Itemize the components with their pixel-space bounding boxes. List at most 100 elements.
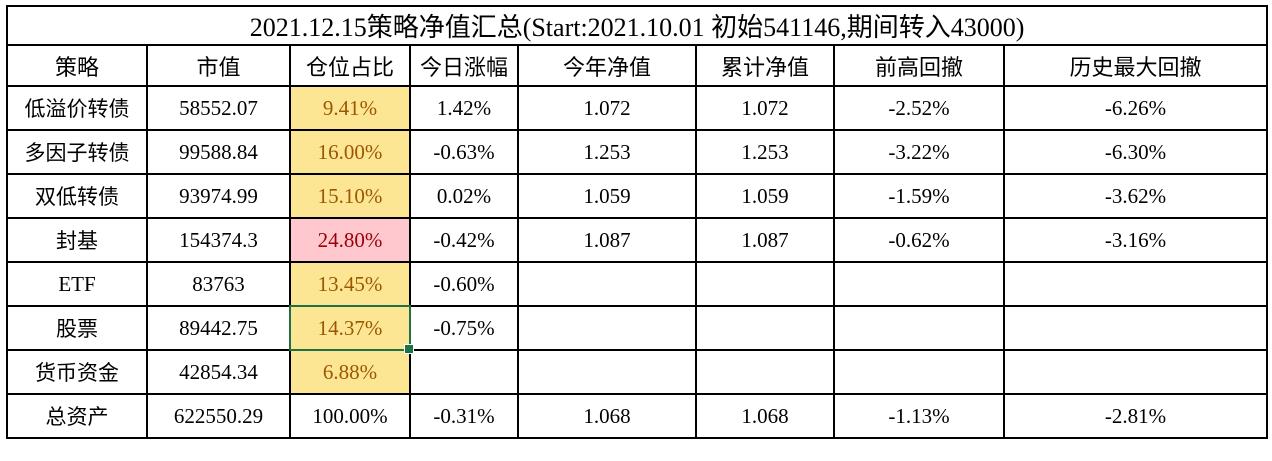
cell-cum-nav[interactable] [695, 349, 835, 395]
cell-drawdown-from-high[interactable]: -1.13% [833, 393, 1005, 439]
cell-max-drawdown[interactable]: -3.62% [1002, 173, 1269, 219]
cell-ytd-nav[interactable] [517, 261, 697, 307]
cell-today-change[interactable]: -0.75% [409, 305, 519, 351]
cell-text: 低溢价转债 [24, 97, 130, 121]
cell-market-value[interactable]: 89442.75 [146, 305, 291, 351]
cell-text: 93974.99 [179, 183, 258, 208]
cell-today-change[interactable]: 1.42% [409, 85, 519, 131]
cell-position-pct[interactable]: 6.88% [289, 349, 411, 395]
cell-text: 9.41% [322, 95, 378, 120]
cell-max-drawdown[interactable]: -2.81% [1002, 393, 1269, 439]
cell-market-value[interactable]: 622550.29 [146, 393, 291, 439]
cell-today-change[interactable]: -0.60% [409, 261, 519, 307]
cell-ytd-nav[interactable]: 1.068 [517, 393, 697, 439]
cell-today-change[interactable]: -0.63% [409, 129, 519, 175]
fill-handle[interactable] [404, 344, 414, 354]
cell-today-change[interactable]: -0.31% [409, 393, 519, 439]
header-label: 仓位占比 [305, 54, 394, 80]
header-today-change[interactable]: 今日涨幅 [409, 44, 519, 87]
cell-market-value[interactable]: 93974.99 [146, 173, 291, 219]
header-position-pct[interactable]: 仓位占比 [289, 44, 411, 87]
table-row-multifactor-cb: 多因子转债 99588.84 16.00% -0.63% 1.253 1.253… [6, 129, 1269, 175]
cell-text: 58552.07 [179, 95, 258, 120]
cell-ytd-nav[interactable]: 1.072 [517, 85, 697, 131]
cell-cum-nav[interactable]: 1.087 [695, 217, 835, 263]
cell-cum-nav[interactable]: 1.068 [695, 393, 835, 439]
cell-max-drawdown[interactable]: -3.16% [1002, 217, 1269, 263]
cell-cum-nav[interactable] [695, 305, 835, 351]
cell-market-value[interactable]: 83763 [146, 261, 291, 307]
cell-market-value[interactable]: 42854.34 [146, 349, 291, 395]
cell-text: -0.75% [433, 315, 495, 340]
cell-today-change[interactable] [409, 349, 519, 395]
cell-ytd-nav[interactable] [517, 349, 697, 395]
cell-text: 0.02% [436, 183, 492, 208]
cell-text: 1.059 [741, 183, 789, 208]
header-max-drawdown[interactable]: 历史最大回撤 [1002, 44, 1269, 87]
cell-text: 1.072 [741, 95, 789, 120]
cell-text: 1.068 [583, 403, 631, 428]
header-strategy[interactable]: 策略 [6, 44, 148, 87]
cell-max-drawdown[interactable] [1002, 305, 1269, 351]
cell-strategy[interactable]: 多因子转债 [6, 129, 148, 175]
header-ytd-nav[interactable]: 今年净值 [517, 44, 697, 87]
cell-drawdown-from-high[interactable]: -0.62% [833, 217, 1005, 263]
cell-position-pct-selected[interactable]: 14.37% [289, 305, 414, 354]
cell-text: 622550.29 [173, 403, 264, 428]
cell-position-pct[interactable]: 16.00% [289, 129, 411, 175]
cell-position-pct[interactable]: 100.00% [289, 393, 411, 439]
cell-cum-nav[interactable] [695, 261, 835, 307]
cell-cum-nav[interactable]: 1.072 [695, 85, 835, 131]
cell-ytd-nav[interactable]: 1.253 [517, 129, 697, 175]
cell-text: ETF [58, 271, 96, 296]
cell-ytd-nav[interactable]: 1.059 [517, 173, 697, 219]
cell-text: 1.42% [436, 95, 492, 120]
cell-strategy[interactable]: 双低转债 [6, 173, 148, 219]
cell-market-value[interactable]: 58552.07 [146, 85, 291, 131]
cell-text: 1.087 [583, 227, 631, 252]
cell-text: 1.087 [741, 227, 789, 252]
cell-market-value[interactable]: 99588.84 [146, 129, 291, 175]
cell-strategy[interactable]: 货币资金 [6, 349, 148, 395]
table-title-cell[interactable]: 2021.12.15策略净值汇总(Start:2021.10.01 初始5411… [5, 5, 1269, 46]
header-market-value[interactable]: 市值 [146, 44, 291, 87]
table-row-low-premium-cb: 低溢价转债 58552.07 9.41% 1.42% 1.072 1.072 -… [6, 85, 1269, 131]
cell-position-pct[interactable]: 24.80% [289, 217, 411, 263]
cell-drawdown-from-high[interactable] [833, 305, 1005, 351]
cell-strategy[interactable]: 总资产 [6, 393, 148, 439]
cell-text: -2.81% [1104, 403, 1167, 428]
cell-ytd-nav[interactable] [517, 305, 697, 351]
cell-drawdown-from-high[interactable] [833, 261, 1005, 307]
cell-max-drawdown[interactable]: -6.26% [1002, 85, 1269, 131]
cell-ytd-nav[interactable]: 1.087 [517, 217, 697, 263]
cell-strategy[interactable]: 低溢价转债 [6, 85, 148, 131]
cell-cum-nav[interactable]: 1.253 [695, 129, 835, 175]
cell-position-pct[interactable]: 15.10% [289, 173, 411, 219]
cell-text: 24.80% [317, 227, 383, 252]
cell-strategy[interactable]: 股票 [6, 305, 148, 351]
cell-drawdown-from-high[interactable]: -1.59% [833, 173, 1005, 219]
cell-text: -0.31% [433, 403, 495, 428]
cell-position-pct[interactable]: 9.41% [289, 85, 411, 131]
cell-text: -3.22% [888, 139, 950, 164]
cell-text: 99588.84 [179, 139, 258, 164]
cell-drawdown-from-high[interactable]: -2.52% [833, 85, 1005, 131]
header-cum-nav[interactable]: 累计净值 [695, 44, 835, 87]
cell-text: 1.253 [741, 139, 789, 164]
cell-market-value[interactable]: 154374.3 [146, 217, 291, 263]
header-drawdown-from-high[interactable]: 前高回撤 [833, 44, 1005, 87]
cell-today-change[interactable]: 0.02% [409, 173, 519, 219]
cell-max-drawdown[interactable] [1002, 349, 1269, 395]
cell-cum-nav[interactable]: 1.059 [695, 173, 835, 219]
cell-text: -1.13% [888, 403, 950, 428]
cell-strategy[interactable]: 封基 [6, 217, 148, 263]
header-label: 策略 [54, 54, 99, 80]
cell-position-pct[interactable]: 13.45% [289, 261, 411, 307]
cell-drawdown-from-high[interactable]: -3.22% [833, 129, 1005, 175]
cell-drawdown-from-high[interactable] [833, 349, 1005, 395]
cell-strategy[interactable]: ETF [6, 261, 148, 307]
cell-today-change[interactable]: -0.42% [409, 217, 519, 263]
table-row-stocks: 股票 89442.75 14.37% -0.75% [6, 305, 1269, 354]
cell-max-drawdown[interactable] [1002, 261, 1269, 307]
cell-max-drawdown[interactable]: -6.30% [1002, 129, 1269, 175]
